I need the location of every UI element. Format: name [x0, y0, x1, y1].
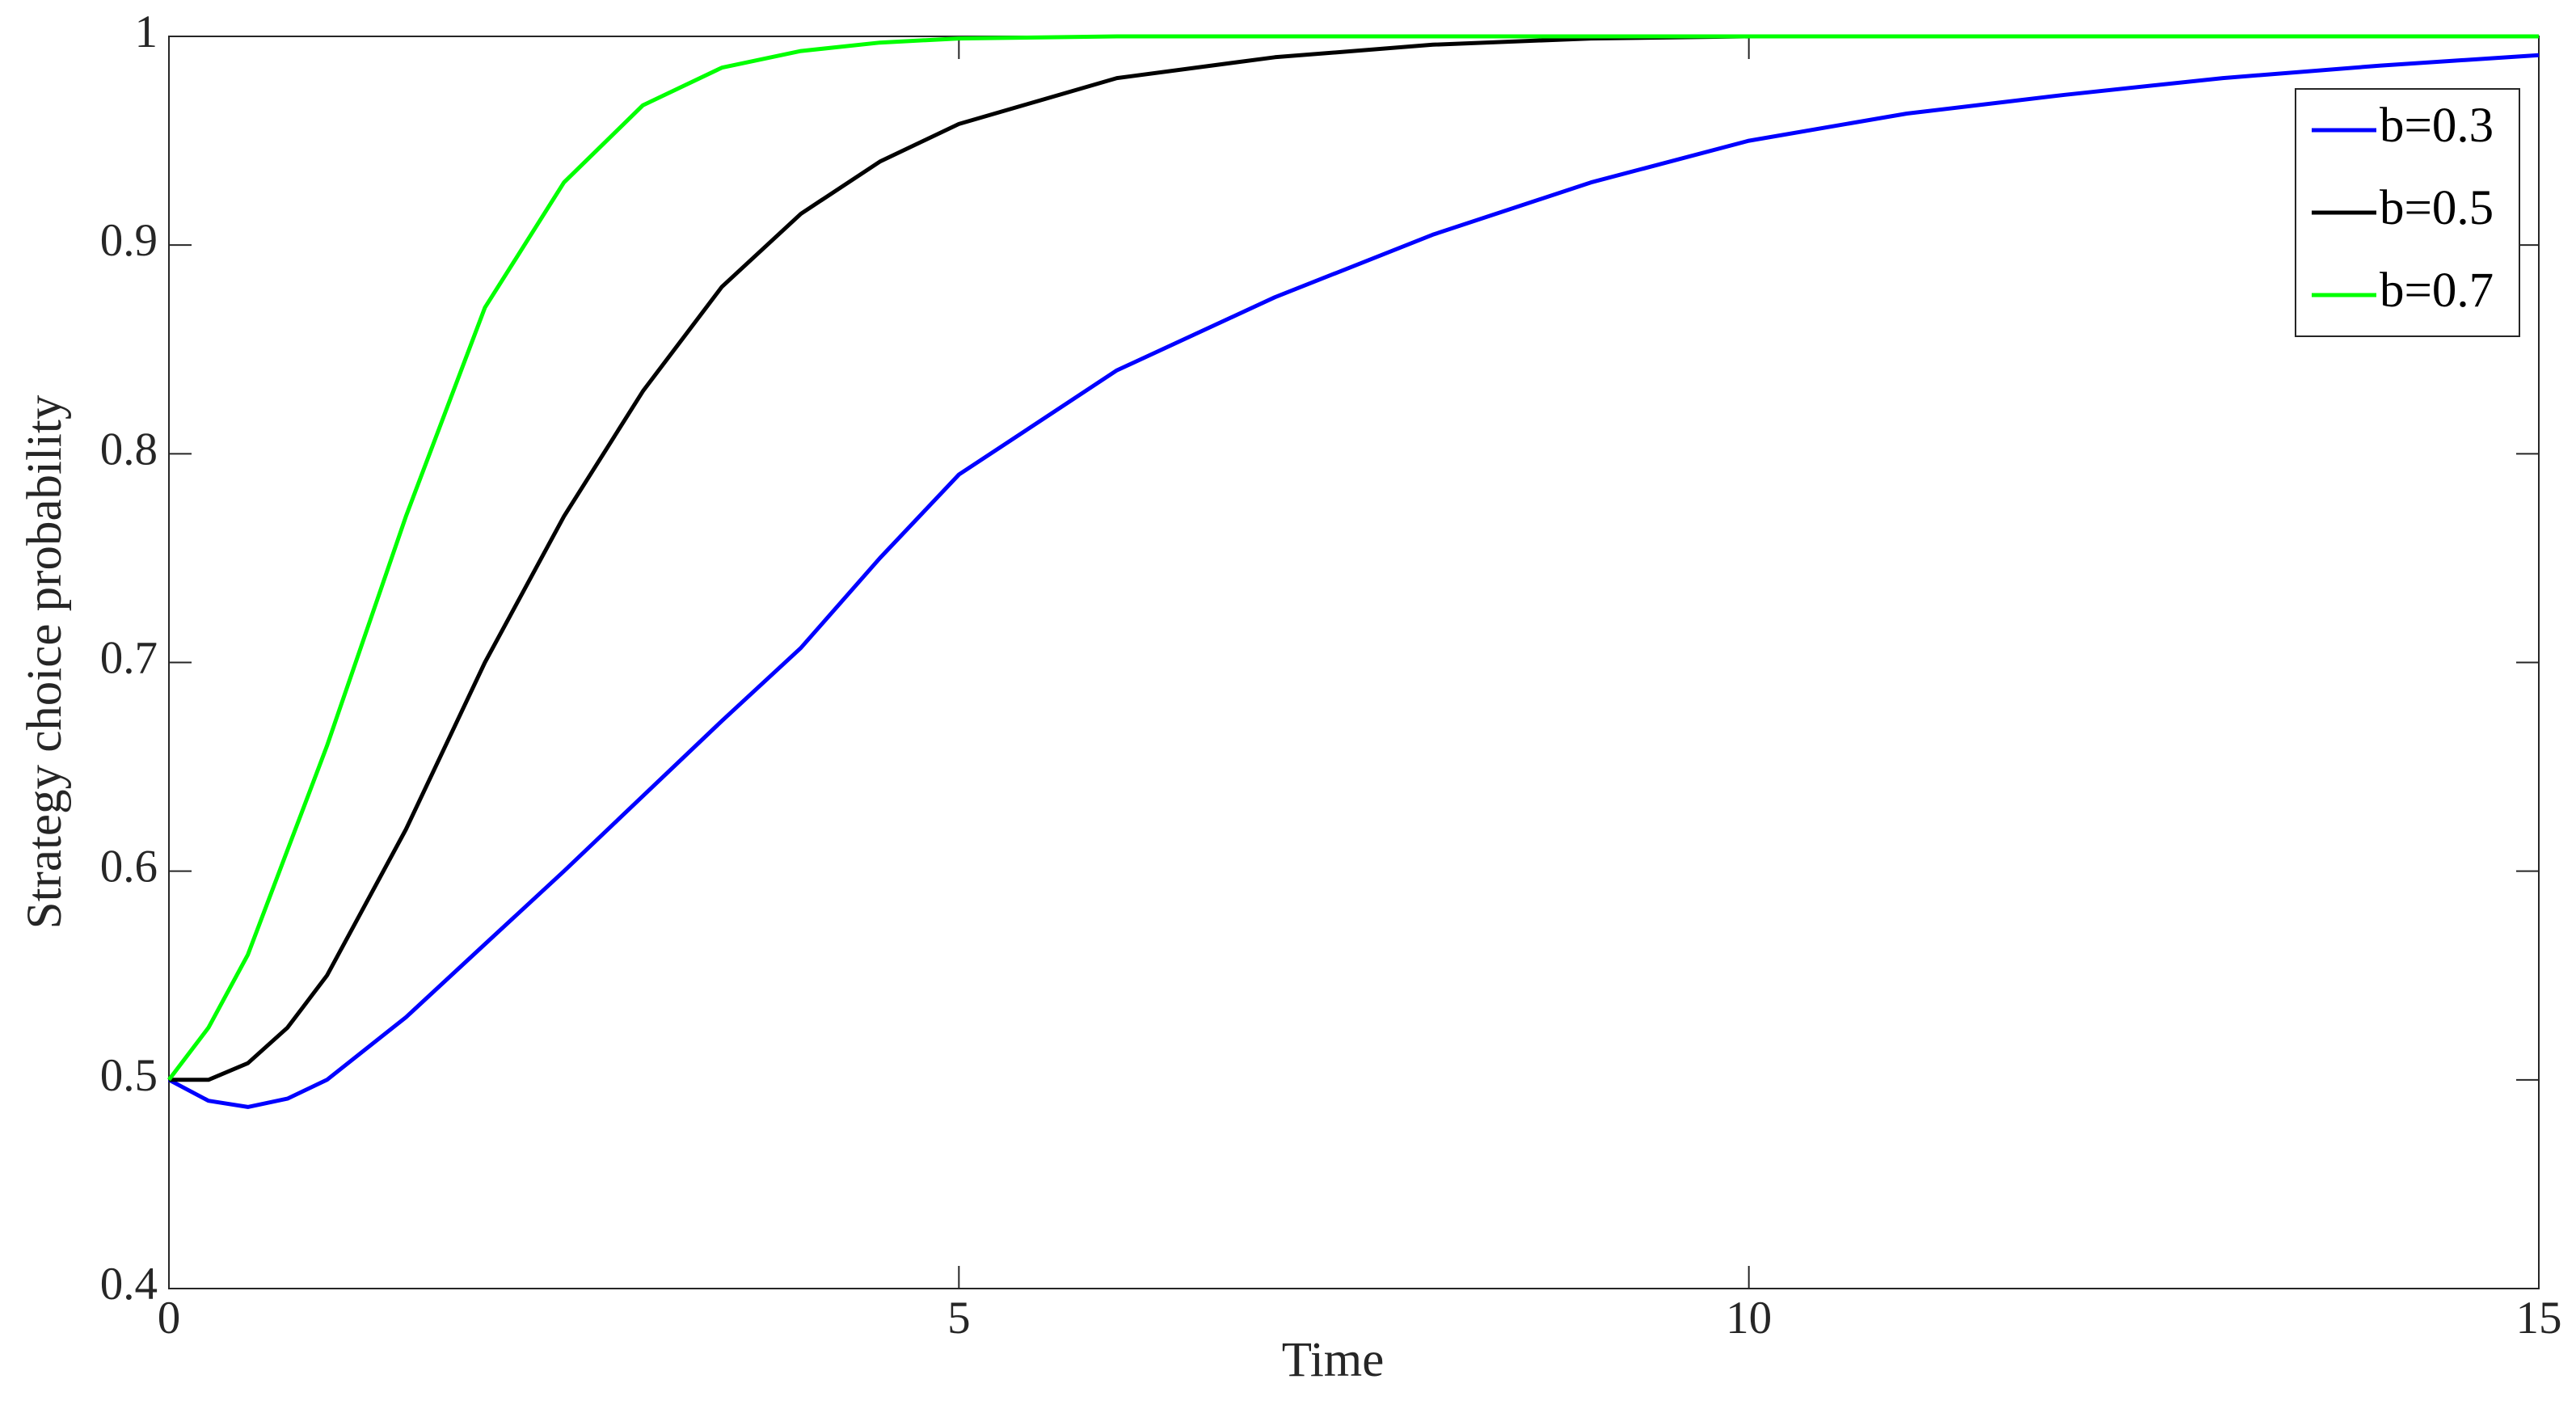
y-tick-label: 1 — [135, 6, 158, 57]
x-tick-label: 15 — [2516, 1293, 2562, 1344]
data-line — [167, 34, 2539, 1082]
legend-label: b=0.3 — [2380, 99, 2494, 153]
data-line — [167, 53, 2540, 1109]
x-tick-label: 0 — [158, 1293, 181, 1344]
y-tick-label: 0.4 — [100, 1259, 158, 1310]
y-tick-label: 0.8 — [100, 424, 158, 475]
x-tick-label: 5 — [947, 1293, 971, 1344]
legend-label: b=0.5 — [2380, 181, 2494, 235]
legend-label: b=0.7 — [2380, 264, 2494, 318]
y-axis-label: Strategy choice probability — [18, 394, 72, 929]
x-axis-label: Time — [1282, 1333, 1385, 1387]
y-tick-label: 0.6 — [100, 842, 158, 892]
y-tick-label: 0.5 — [100, 1050, 158, 1101]
y-tick-label: 0.9 — [100, 215, 158, 266]
plot-area — [168, 36, 2540, 1289]
y-tick-label: 0.7 — [100, 633, 158, 684]
x-tick-label: 10 — [1726, 1293, 1772, 1344]
